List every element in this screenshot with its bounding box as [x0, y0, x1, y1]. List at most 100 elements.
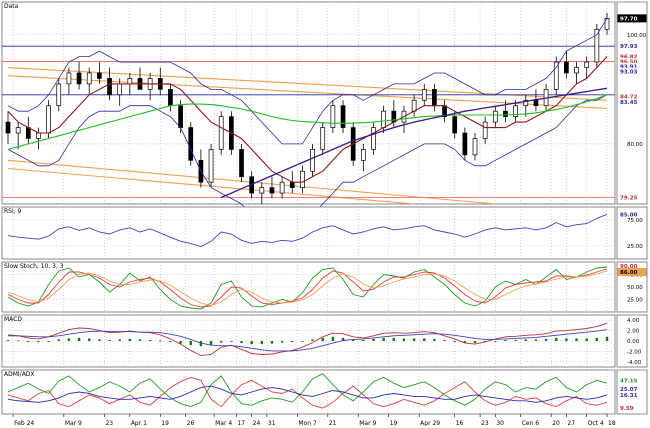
candle-body	[381, 110, 386, 128]
candle-body	[482, 121, 488, 139]
candle-body	[66, 72, 72, 85]
x-tick-label: Feb 24	[14, 420, 34, 427]
histogram-bar	[524, 339, 527, 341]
value-label: 93.03	[620, 69, 638, 75]
histogram-bar	[108, 339, 111, 341]
histogram-bar	[534, 339, 538, 341]
candle-body	[168, 89, 173, 107]
plus-di-line	[7, 373, 608, 408]
histogram-bar	[6, 339, 10, 341]
candle-body	[188, 127, 194, 161]
candle-body	[553, 61, 559, 90]
candle-body	[289, 181, 295, 188]
x-tick-label: Oct 4	[588, 420, 604, 427]
histogram-bar	[494, 341, 497, 342]
histogram-bar	[321, 337, 324, 341]
value-label: 97.93	[620, 44, 638, 50]
value-label-bg	[618, 210, 646, 218]
value-label-bg	[618, 62, 646, 70]
histogram-bar	[67, 338, 71, 341]
x-tick-label: 17	[237, 420, 245, 427]
candle-body	[320, 127, 326, 150]
macd-y-tick: -4.00	[627, 360, 642, 366]
value-label-bg	[618, 404, 646, 412]
macd-y-tick: 0.00	[627, 339, 640, 345]
histogram-bar	[291, 341, 294, 343]
candle-body	[340, 105, 346, 128]
histogram-bar	[453, 341, 456, 342]
candle-body	[574, 67, 579, 74]
histogram-bar	[605, 336, 609, 341]
histogram-bar	[595, 337, 599, 341]
value-label: 9.59	[620, 406, 634, 412]
value-label: 93.91	[620, 64, 638, 70]
histogram-bar	[544, 338, 548, 341]
x-tick-label: 27	[567, 420, 575, 427]
x-tick-label: Mar 9	[359, 420, 376, 427]
histogram-bar	[372, 338, 375, 341]
price-panel: Data 100.00 80.00 97.70 97.93 96.8296.5093.91…	[1, 1, 648, 227]
value-label-bg	[618, 53, 646, 61]
histogram-bar	[565, 338, 568, 341]
rsi-y-tick: 75.00	[627, 218, 643, 224]
value-label: 25.07	[620, 387, 638, 393]
candle-body	[411, 99, 417, 112]
x-axis: Feb 24 Mar 9 23 Apr 1 19 26 Mar 4 17 24 31 Mon 7 21…	[12, 414, 616, 427]
candle-body	[86, 72, 92, 85]
value-label: 16.31	[620, 393, 638, 399]
candle-body	[432, 89, 437, 107]
histogram-bar	[189, 341, 192, 346]
x-tick-label: 26	[187, 420, 195, 427]
histogram-bar	[392, 337, 395, 341]
macd-value-axis	[616, 314, 648, 368]
price-y-tick: 100.00	[627, 33, 647, 39]
histogram-bar	[280, 341, 284, 343]
value-label: 83.45	[620, 100, 638, 106]
value-label: 47.15	[620, 378, 638, 384]
value-label: 86.00	[620, 270, 638, 276]
value-label-bg	[618, 92, 646, 100]
value-label: 79.25	[620, 195, 638, 201]
x-tick-label: 19	[390, 420, 398, 427]
histogram-bar	[240, 341, 243, 344]
histogram-bar	[138, 339, 142, 341]
x-tick-label: Mon 7	[298, 420, 317, 427]
candle-body	[604, 18, 610, 30]
admi-frame	[1, 369, 616, 415]
histogram-bar	[331, 336, 335, 341]
histogram-bar	[47, 341, 50, 342]
candle-body	[208, 149, 214, 183]
value-label: 85.00	[620, 212, 638, 218]
histogram-bar	[260, 341, 264, 345]
histogram-bar	[443, 339, 446, 341]
histogram-bar	[88, 338, 91, 341]
candle-body	[421, 89, 427, 101]
price-title: Data	[4, 3, 19, 10]
histogram-bar	[301, 341, 304, 342]
histogram-bar	[57, 339, 60, 341]
value-label-bg	[618, 262, 646, 270]
candle-body	[15, 127, 21, 134]
candle-body	[462, 132, 468, 156]
candle-body	[239, 149, 244, 178]
x-tick-label: 20	[552, 420, 560, 427]
histogram-bar	[37, 341, 40, 343]
x-tick-label: 19	[161, 420, 169, 427]
histogram-bar	[148, 339, 152, 341]
value-label: 90.00	[620, 264, 638, 270]
candle-body	[36, 132, 41, 139]
value-label: 84.72	[620, 94, 638, 100]
candle-body	[523, 99, 529, 107]
macd-title: MACD	[4, 316, 22, 323]
value-label-bg	[618, 385, 646, 393]
histogram-bar	[483, 341, 487, 343]
x-tick-label: Apr 29	[420, 420, 440, 427]
histogram-bar	[382, 337, 385, 341]
short-ma-line	[7, 56, 608, 183]
candle-body	[259, 187, 265, 194]
value-label-bg	[618, 67, 646, 75]
rsi-panel: RSI, 9 75.00 25.00 85.00	[1, 206, 648, 260]
x-tick-label: 31	[268, 420, 276, 427]
candle-body	[564, 61, 569, 74]
price-y-tick: 80.00	[627, 142, 643, 148]
